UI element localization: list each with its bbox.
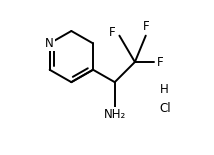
Text: N: N (45, 37, 54, 50)
Text: F: F (157, 56, 163, 69)
Text: Cl: Cl (160, 102, 171, 115)
Text: F: F (109, 26, 116, 39)
Text: F: F (143, 20, 150, 33)
Text: H: H (160, 83, 168, 96)
Text: NH₂: NH₂ (104, 108, 126, 121)
